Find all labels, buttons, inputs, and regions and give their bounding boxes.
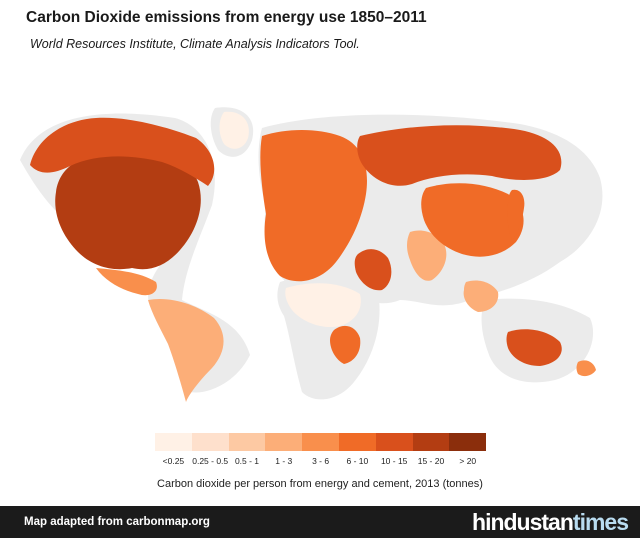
legend-item: 10 - 15 [375,433,413,466]
legend-swatch [302,433,339,451]
region-australia [506,329,562,366]
region-russia [357,125,562,186]
legend-label: 0.25 - 0.5 [192,456,229,466]
brand-logo: hindustantimes [472,509,629,536]
map-subtitle: World Resources Institute, Climate Analy… [30,37,360,51]
legend-item: 6 - 10 [338,433,376,466]
legend-swatch [265,433,303,451]
region-south-america [148,298,224,402]
region-mexico [96,268,157,296]
color-legend: <0.25 0.25 - 0.5 0.5 - 1 1 - 3 3 - 6 6 -… [155,433,487,466]
legend-item: 0.5 - 1 [228,433,266,466]
region-africa [285,283,361,328]
legend-label: > 20 [459,456,477,466]
legend-swatch [449,433,487,451]
region-europe [260,130,367,282]
source-credit: Map adapted from carbonmap.org [24,516,210,528]
legend-label: 10 - 15 [380,456,408,466]
legend-swatch [191,433,229,451]
region-layer [30,111,596,402]
legend-item: <0.25 [155,433,192,466]
region-new-zealand [576,360,596,377]
legend-swatch [155,433,192,451]
brand-logo-part1: hindustan [472,509,574,535]
legend-swatch [338,433,376,451]
legend-swatch [412,433,450,451]
legend-label: <0.25 [162,456,185,466]
legend-label: 1 - 3 [275,456,293,466]
legend-item: > 20 [449,433,487,466]
footer-bar: Map adapted from carbonmap.org hindustan… [0,506,640,538]
map-title: Carbon Dioxide emissions from energy use… [26,9,427,26]
legend-label: 6 - 10 [346,456,369,466]
legend-item: 0.25 - 0.5 [191,433,229,466]
legend-swatch [375,433,413,451]
legend-swatch [228,433,266,451]
legend-label: 15 - 20 [417,456,445,466]
brand-logo-part2: times [572,509,629,535]
legend-caption: Carbon dioxide per person from energy an… [157,478,483,490]
region-southeast-asia [463,280,499,312]
region-china [421,183,524,257]
cartogram-map [20,107,603,402]
region-greenland [219,111,249,149]
region-india [407,230,447,281]
region-canada-alaska [30,117,215,186]
legend-item: 3 - 6 [302,433,339,466]
legend-label: 3 - 6 [312,456,330,466]
region-south-africa [330,325,361,364]
legend-item: 15 - 20 [412,433,450,466]
region-north-america [55,151,201,270]
legend-item: 1 - 3 [265,433,303,466]
region-japan [507,189,525,240]
legend-label: 0.5 - 1 [234,456,260,466]
region-middle-east [354,249,392,291]
